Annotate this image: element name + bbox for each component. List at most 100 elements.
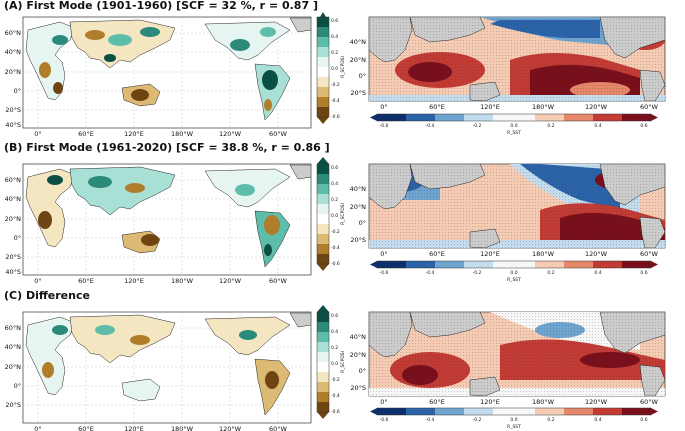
lon-label: 120°W xyxy=(219,130,242,138)
lon-label: 120°W xyxy=(219,277,242,285)
cbar-tick: 0.2 xyxy=(331,50,338,56)
lon-label: 120°W xyxy=(219,425,242,431)
lat-label: 40°N xyxy=(350,38,367,46)
cbar-tick: 0.4 xyxy=(331,329,338,335)
cbar-tick: 0.0 xyxy=(331,66,338,72)
lon-label: 180°W xyxy=(171,277,194,285)
cbar-tick: 0.0 xyxy=(510,123,517,129)
cbar-tick: -0.4 xyxy=(426,270,435,276)
cbar-tick: 0.2 xyxy=(547,270,554,276)
lat-label: 60°N xyxy=(5,176,22,184)
cbar-tick: 0.0 xyxy=(331,361,338,367)
cbar-tick: 0.6 xyxy=(640,123,647,129)
cbar-label: R_SCPDSI xyxy=(340,351,346,373)
cbar-tick: -0.6 xyxy=(380,417,389,423)
lon-label: 60°E xyxy=(429,250,445,258)
cbar-tick: -0.2 xyxy=(331,82,340,88)
lon-label: 0° xyxy=(34,130,41,138)
lon-label: 60°W xyxy=(640,398,659,406)
lon-label: 60°E xyxy=(429,398,445,406)
cbar-tick: 0.2 xyxy=(331,345,338,351)
lat-label: 20°S xyxy=(5,401,21,409)
cbar-tick: -0.6 xyxy=(331,409,340,415)
cbar-tick: 0.6 xyxy=(331,165,338,171)
right-colorbar-c xyxy=(370,407,658,416)
lon-label: 0° xyxy=(34,425,41,431)
lon-label: 60°W xyxy=(269,277,288,285)
cbar-tick: -0.6 xyxy=(380,270,389,276)
cbar-tick: 0.0 xyxy=(510,417,517,423)
cbar-tick: 0.6 xyxy=(640,270,647,276)
lon-label: 120°E xyxy=(124,425,144,431)
cbar-tick: -0.4 xyxy=(331,393,340,399)
cbar-tick: -0.2 xyxy=(331,229,340,235)
lat-label: 20°N xyxy=(350,56,367,64)
lat-label: 20°S xyxy=(350,236,366,244)
lat-label: 0° xyxy=(14,234,21,242)
lat-label: 20°N xyxy=(5,363,22,371)
cbar-tick: 0.2 xyxy=(331,197,338,203)
cbar-tick: -0.4 xyxy=(331,98,340,104)
lat-label: 60°N xyxy=(5,324,22,332)
lon-label: 60°E xyxy=(78,425,94,431)
lat-label: 20°S xyxy=(350,89,366,97)
lon-label: 60°E xyxy=(78,277,94,285)
lon-label: 120°E xyxy=(124,277,144,285)
cbar-tick: 0.0 xyxy=(510,270,517,276)
lat-label: 40°N xyxy=(5,195,22,203)
cbar-tick: -0.2 xyxy=(331,377,340,383)
lon-label: 60°W xyxy=(640,103,659,111)
panel-b-title: (B) First Mode (1961-2020) [SCF = 38.8 %… xyxy=(4,141,330,154)
left-map-c xyxy=(22,311,312,424)
cbar-label: R_SCPDSI xyxy=(340,203,346,225)
lon-label: 120°W xyxy=(585,398,608,406)
cbar-tick: -0.2 xyxy=(473,417,482,423)
lon-label: 120°E xyxy=(480,398,500,406)
cbar-tick: 0.4 xyxy=(594,417,601,423)
lat-label: 20°S xyxy=(5,106,21,114)
cbar-tick: -0.6 xyxy=(380,123,389,129)
cbar-tick: -0.2 xyxy=(473,123,482,129)
cbar-label: R_SCPDSI xyxy=(340,56,346,78)
right-colorbar-b xyxy=(370,260,658,269)
left-map-b xyxy=(22,163,312,276)
lon-label: 180°W xyxy=(532,103,555,111)
cbar-tick: 0.4 xyxy=(594,270,601,276)
cbar-tick: 0.6 xyxy=(331,313,338,319)
right-map-a xyxy=(368,16,666,102)
cbar-tick: 0.6 xyxy=(331,18,338,24)
lat-label: 20°N xyxy=(350,203,367,211)
lon-label: 0° xyxy=(34,277,41,285)
cbar-tick: 0.6 xyxy=(640,417,647,423)
lat-label: 0° xyxy=(359,367,366,375)
lat-label: 40°N xyxy=(350,185,367,193)
right-map-c xyxy=(368,311,666,397)
lon-label: 120°W xyxy=(585,103,608,111)
left-colorbar-a xyxy=(316,12,330,124)
lat-label: 20°N xyxy=(5,68,22,76)
cbar-tick: 0.0 xyxy=(331,213,338,219)
cbar-tick: 0.4 xyxy=(594,123,601,129)
cbar-tick: 0.4 xyxy=(331,181,338,187)
lat-label: 40°N xyxy=(5,343,22,351)
left-map-a xyxy=(22,16,312,129)
lon-label: 180°W xyxy=(532,250,555,258)
cbar-tick: -0.6 xyxy=(331,261,340,267)
lat-label: 40°S xyxy=(5,268,21,276)
lon-label: 0° xyxy=(380,103,387,111)
lon-label: 60°E xyxy=(78,130,94,138)
lon-label: 60°E xyxy=(429,103,445,111)
lat-label: 20°N xyxy=(5,215,22,223)
lat-label: 20°N xyxy=(350,351,367,359)
cbar-label: R_SST xyxy=(507,277,521,283)
lon-label: 120°E xyxy=(480,250,500,258)
cbar-tick: -0.4 xyxy=(426,417,435,423)
lat-label: 40°N xyxy=(5,48,22,56)
panel-c-title: (C) Difference xyxy=(4,289,90,302)
lat-label: 40°S xyxy=(5,121,21,129)
lon-label: 60°W xyxy=(269,425,288,431)
cbar-label: R_SST xyxy=(507,130,521,136)
right-map-b xyxy=(368,163,666,249)
lat-label: 0° xyxy=(14,382,21,390)
